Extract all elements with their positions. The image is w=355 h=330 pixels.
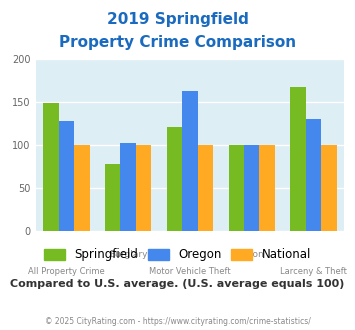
Bar [244, 145, 260, 231]
Text: Larceny & Theft: Larceny & Theft [280, 267, 347, 276]
Text: Compared to U.S. average. (U.S. average equals 100): Compared to U.S. average. (U.S. average … [10, 279, 345, 289]
Bar [229, 145, 244, 231]
Text: Motor Vehicle Theft: Motor Vehicle Theft [149, 267, 231, 276]
Text: Property Crime Comparison: Property Crime Comparison [59, 35, 296, 50]
Bar [43, 103, 59, 231]
Bar [260, 145, 275, 231]
Text: Arson: Arson [239, 250, 264, 259]
Bar [321, 145, 337, 231]
Bar [198, 145, 213, 231]
Bar [167, 127, 182, 231]
Text: Burglary: Burglary [109, 250, 147, 259]
Legend: Springfield, Oregon, National: Springfield, Oregon, National [44, 248, 311, 261]
Bar [182, 91, 198, 231]
Bar [136, 145, 151, 231]
Bar [59, 121, 74, 231]
Text: 2019 Springfield: 2019 Springfield [106, 12, 248, 26]
Text: © 2025 CityRating.com - https://www.cityrating.com/crime-statistics/: © 2025 CityRating.com - https://www.city… [45, 317, 310, 326]
Bar [105, 164, 120, 231]
Bar [120, 143, 136, 231]
Bar [290, 87, 306, 231]
Bar [306, 119, 321, 231]
Text: All Property Crime: All Property Crime [28, 267, 105, 276]
Bar [74, 145, 89, 231]
